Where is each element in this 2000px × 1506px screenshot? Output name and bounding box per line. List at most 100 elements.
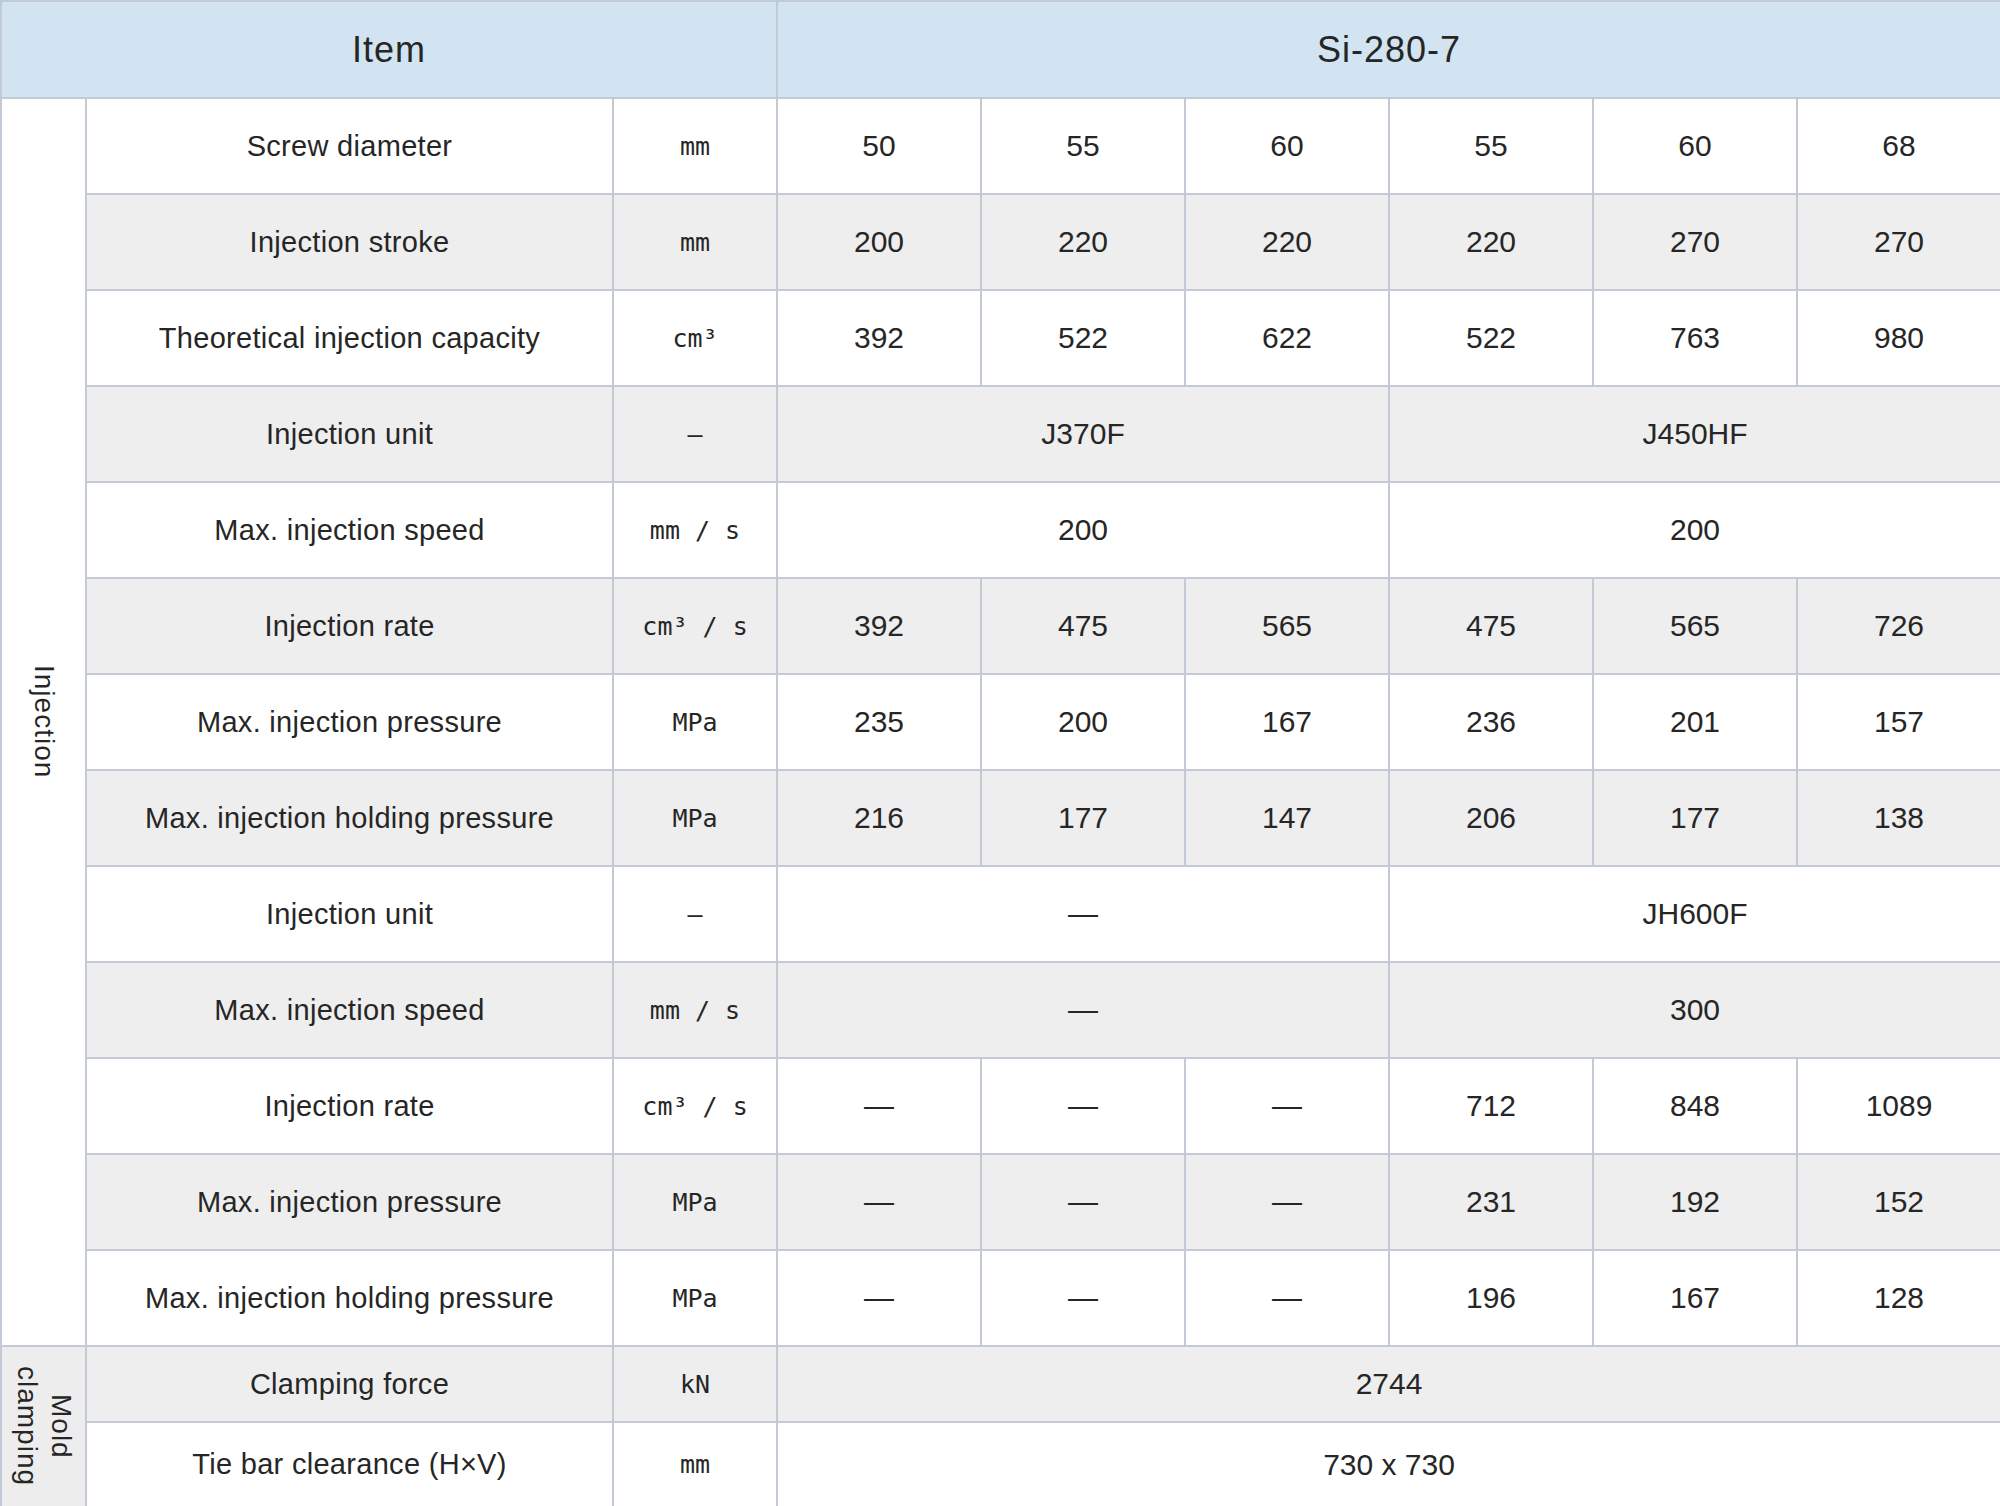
unit-cell: cm³ [613,290,777,386]
row-label: Max. injection pressure [86,1154,613,1250]
table-row: Injection stroke mm 200 220 220 220 270 … [1,194,2000,290]
table-row: Injection unit — — JH600F [1,866,2000,962]
col-header-item: Item [1,1,777,98]
value-cell: 2744 [777,1346,2000,1422]
row-label: Max. injection speed [86,962,613,1058]
value-cell: 196 [1389,1250,1593,1346]
value-cell: J370F [777,386,1389,482]
unit-cell: MPa [613,770,777,866]
row-label: Max. injection holding pressure [86,770,613,866]
value-cell: 200 [777,482,1389,578]
table-row: Max. injection holding pressure MPa 216 … [1,770,2000,866]
table-row: Max. injection pressure MPa — — — 231 19… [1,1154,2000,1250]
value-cell: 138 [1797,770,2000,866]
value-cell: 231 [1389,1154,1593,1250]
value-cell: 475 [1389,578,1593,674]
value-cell: 763 [1593,290,1797,386]
value-cell: — [1185,1250,1389,1346]
table-row: Max. injection holding pressure MPa — — … [1,1250,2000,1346]
header-row: Item Si-280-7 [1,1,2000,98]
value-cell: — [777,962,1389,1058]
value-cell: 50 [777,98,981,194]
unit-cell: MPa [613,674,777,770]
value-cell: 980 [1797,290,2000,386]
value-cell: 157 [1797,674,2000,770]
value-cell: — [1185,1058,1389,1154]
value-cell: 177 [1593,770,1797,866]
row-label: Screw diameter [86,98,613,194]
unit-cell: — [613,866,777,962]
col-header-model: Si-280-7 [777,1,2000,98]
value-cell: 206 [1389,770,1593,866]
row-label: Clamping force [86,1346,613,1422]
value-cell: 68 [1797,98,2000,194]
value-cell: 200 [981,674,1185,770]
value-cell: 235 [777,674,981,770]
value-cell: — [981,1250,1185,1346]
value-cell: JH600F [1389,866,2000,962]
value-cell: 167 [1593,1250,1797,1346]
value-cell: 1089 [1797,1058,2000,1154]
value-cell: 216 [777,770,981,866]
unit-cell: mm / s [613,482,777,578]
row-label: Injection rate [86,1058,613,1154]
value-cell: 167 [1185,674,1389,770]
category-mold-clamping-label: Mold clamping [10,1366,78,1486]
value-cell: 392 [777,578,981,674]
value-cell: 730 x 730 [777,1422,2000,1506]
table-row: Injection Screw diameter mm 50 55 60 55 … [1,98,2000,194]
unit-cell: mm [613,98,777,194]
value-cell: 270 [1797,194,2000,290]
category-injection: Injection [1,98,86,1346]
value-cell: — [777,1250,981,1346]
value-cell: 392 [777,290,981,386]
value-cell: 270 [1593,194,1797,290]
value-cell: 55 [981,98,1185,194]
value-cell: 55 [1389,98,1593,194]
value-cell: 622 [1185,290,1389,386]
value-cell: — [1185,1154,1389,1250]
value-cell: — [777,1154,981,1250]
value-cell: 565 [1593,578,1797,674]
value-cell: 475 [981,578,1185,674]
unit-cell: MPa [613,1154,777,1250]
value-cell: 128 [1797,1250,2000,1346]
table-row: Injection rate cm³ / s 392 475 565 475 5… [1,578,2000,674]
value-cell: 200 [1389,482,2000,578]
value-cell: — [777,866,1389,962]
value-cell: 220 [981,194,1185,290]
row-label: Tie bar clearance (H×V) [86,1422,613,1506]
unit-cell: mm / s [613,962,777,1058]
value-cell: 522 [981,290,1185,386]
value-cell: 60 [1185,98,1389,194]
row-label: Injection rate [86,578,613,674]
unit-cell: MPa [613,1250,777,1346]
row-label: Injection unit [86,866,613,962]
table-row: Theoretical injection capacity cm³ 392 5… [1,290,2000,386]
value-cell: 300 [1389,962,2000,1058]
table-row: Tie bar clearance (H×V) mm 730 x 730 [1,1422,2000,1506]
value-cell: 726 [1797,578,2000,674]
value-cell: 201 [1593,674,1797,770]
unit-cell: mm [613,194,777,290]
value-cell: 220 [1389,194,1593,290]
value-cell: 147 [1185,770,1389,866]
unit-cell: kN [613,1346,777,1422]
value-cell: 565 [1185,578,1389,674]
value-cell: J450HF [1389,386,2000,482]
value-cell: 220 [1185,194,1389,290]
table-row: Injection unit — J370F J450HF [1,386,2000,482]
value-cell: 236 [1389,674,1593,770]
value-cell: — [777,1058,981,1154]
value-cell: 522 [1389,290,1593,386]
value-cell: — [981,1058,1185,1154]
table-row: Max. injection pressure MPa 235 200 167 … [1,674,2000,770]
unit-cell: — [613,386,777,482]
table-row: Injection rate cm³ / s — — — 712 848 108… [1,1058,2000,1154]
value-cell: 177 [981,770,1185,866]
row-label: Theoretical injection capacity [86,290,613,386]
unit-cell: mm [613,1422,777,1506]
row-label: Max. injection holding pressure [86,1250,613,1346]
category-mold-clamping: Mold clamping [1,1346,86,1506]
value-cell: 848 [1593,1058,1797,1154]
